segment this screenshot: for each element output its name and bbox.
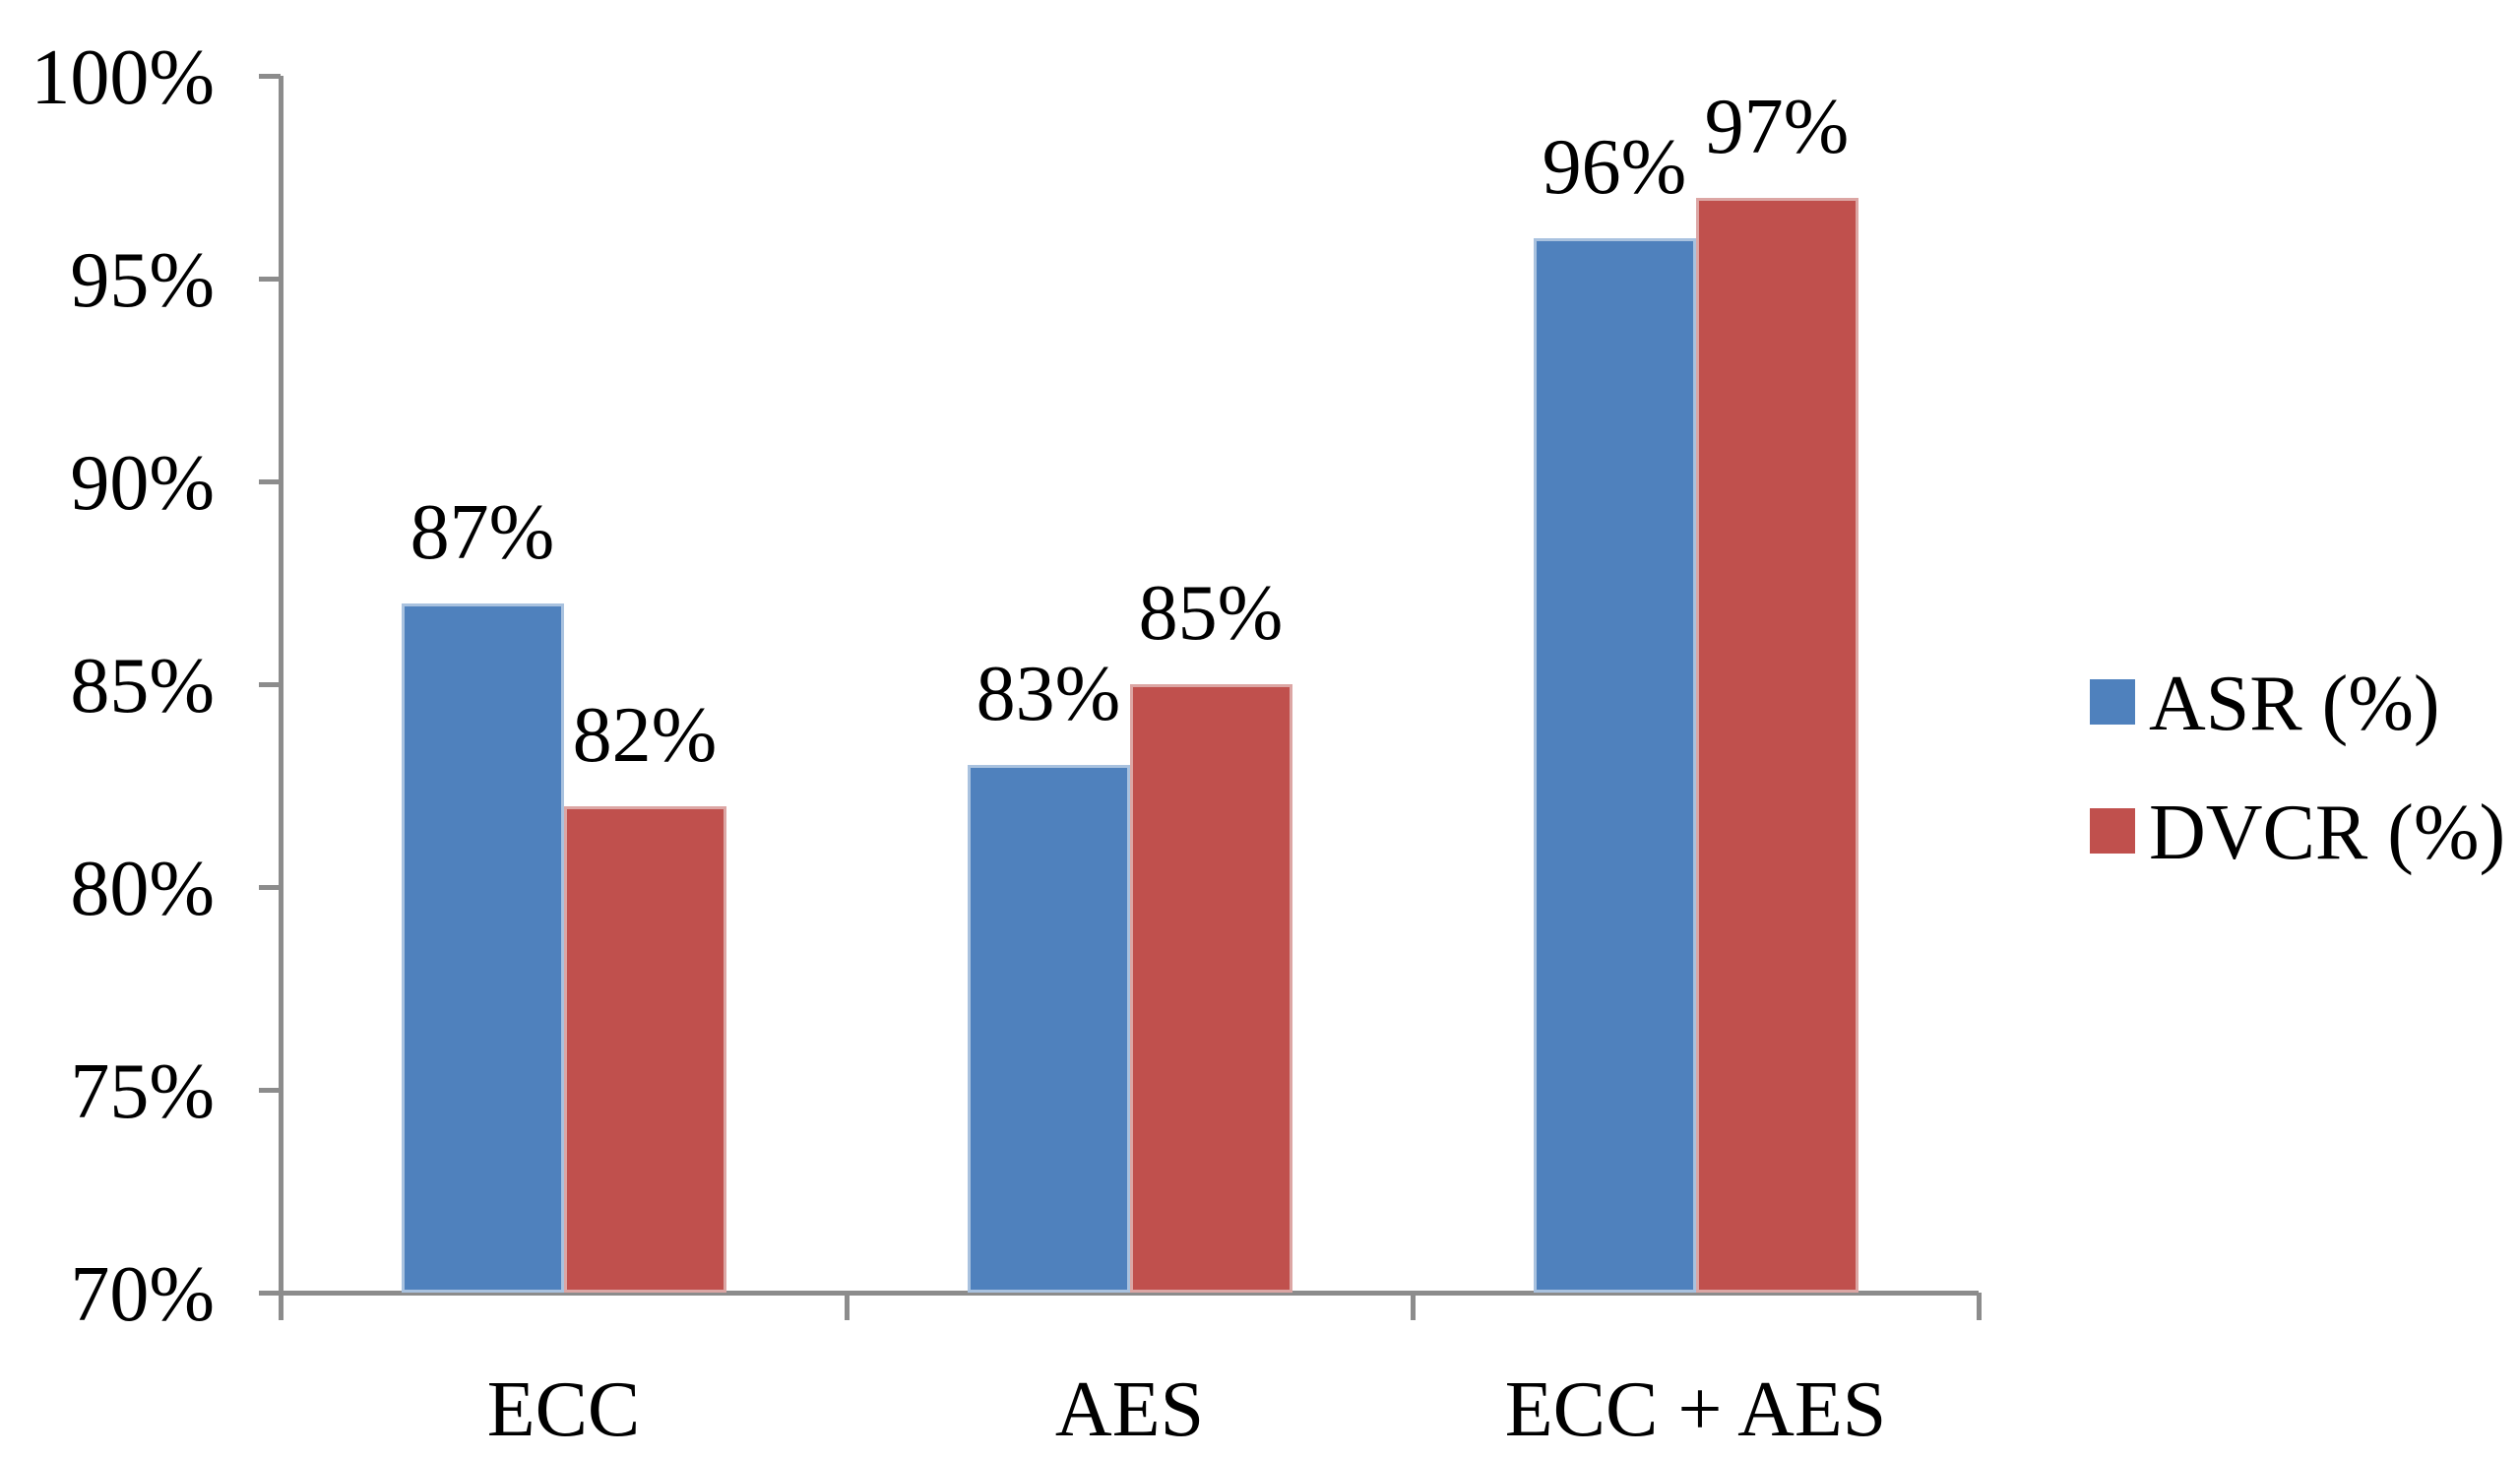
y-axis-tick	[259, 277, 281, 282]
x-axis-line	[259, 1291, 1979, 1296]
y-axis-tick-label: 100%	[31, 34, 215, 121]
bar-data-label: 85%	[1138, 570, 1284, 657]
x-axis-category-label: AES	[1054, 1366, 1205, 1453]
y-axis-tick	[259, 1291, 281, 1296]
y-axis-tick	[259, 885, 281, 890]
y-axis-tick-label: 75%	[70, 1048, 215, 1135]
bar-asr-ecc	[401, 602, 564, 1293]
x-axis-tick	[845, 1293, 850, 1320]
bar-data-label: 87%	[410, 488, 555, 576]
x-axis-tick	[1411, 1293, 1416, 1320]
legend-swatch-dvcr	[2090, 808, 2135, 854]
y-axis-tick-label: 80%	[70, 846, 215, 932]
bar-dvcr-ecc	[563, 805, 726, 1293]
y-axis-tick	[259, 479, 281, 484]
y-axis-tick-label: 70%	[70, 1251, 215, 1338]
bar-data-label: 96%	[1542, 123, 1687, 211]
y-axis-tick	[259, 74, 281, 79]
bar-dvcr-aes	[1129, 684, 1292, 1293]
y-axis-tick-label: 90%	[70, 440, 215, 527]
x-axis-tick	[279, 1293, 284, 1320]
y-axis-tick-label: 95%	[70, 237, 215, 324]
bar-dvcr-eccaes	[1695, 197, 1858, 1293]
y-axis-tick-label: 85%	[70, 643, 215, 729]
x-axis-tick	[1977, 1293, 1982, 1320]
legend-label: DVCR (%)	[2149, 790, 2506, 876]
x-axis-category-label: ECC	[486, 1366, 641, 1453]
y-axis-line	[279, 76, 284, 1320]
bar-asr-aes	[967, 765, 1130, 1293]
bar-data-label: 97%	[1704, 83, 1850, 170]
legend-swatch-asr	[2090, 679, 2135, 725]
bar-data-label: 83%	[976, 651, 1121, 738]
bar-asr-eccaes	[1533, 237, 1696, 1293]
legend-label: ASR (%)	[2149, 661, 2440, 747]
y-axis-tick	[259, 682, 281, 687]
y-axis-tick	[259, 1088, 281, 1093]
bar-data-label: 82%	[572, 691, 718, 779]
x-axis-category-label: ECC + AES	[1504, 1366, 1887, 1453]
